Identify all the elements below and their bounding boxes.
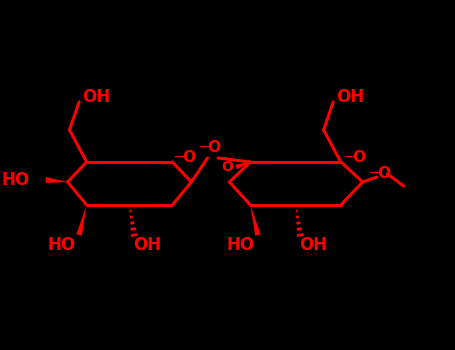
Text: OH: OH — [299, 236, 328, 254]
Polygon shape — [235, 162, 250, 169]
Text: OH: OH — [336, 88, 364, 106]
Text: OH: OH — [82, 88, 110, 106]
Text: HO: HO — [48, 236, 76, 254]
Polygon shape — [76, 205, 86, 236]
Text: ─O: ─O — [344, 150, 367, 166]
Polygon shape — [46, 177, 68, 183]
Polygon shape — [250, 205, 261, 236]
Text: HO: HO — [227, 236, 255, 254]
Text: OH: OH — [133, 236, 162, 254]
Text: ─O: ─O — [199, 140, 222, 155]
Text: O: O — [221, 160, 233, 174]
Text: ─O: ─O — [175, 150, 197, 166]
Text: HO: HO — [1, 171, 30, 189]
Text: ─O: ─O — [369, 167, 391, 182]
